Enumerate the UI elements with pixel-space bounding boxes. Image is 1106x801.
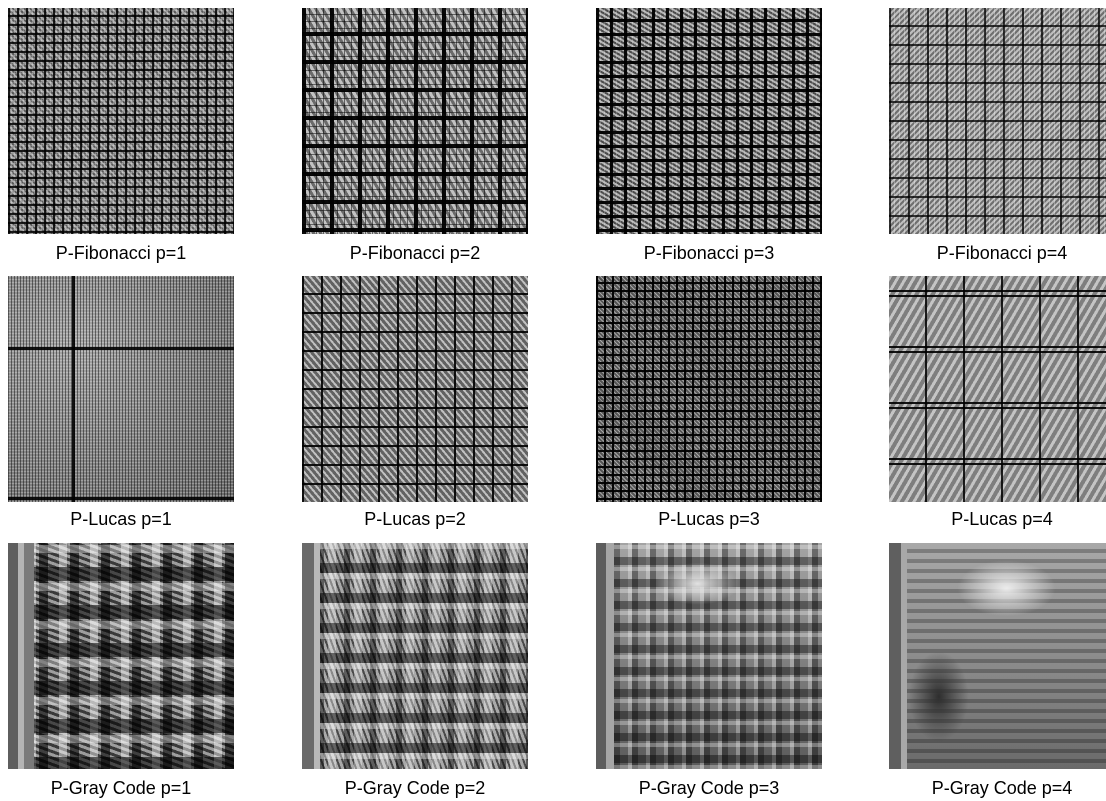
scrambled-image [8,8,234,234]
panel-caption: P-Fibonacci p=4 [879,242,1106,264]
scrambled-image [889,8,1106,234]
scrambled-image [8,543,234,769]
scrambled-image [889,276,1106,502]
scrambled-image [302,276,528,502]
panel-caption: P-Lucas p=4 [879,508,1106,530]
scrambled-image [8,276,234,502]
panel-caption: P-Fibonacci p=2 [292,242,538,264]
panel-caption: P-Gray Code p=3 [586,777,832,799]
panel-caption: P-Lucas p=3 [586,508,832,530]
panel-caption: P-Lucas p=2 [292,508,538,530]
panel-caption: P-Gray Code p=1 [0,777,244,799]
panel-caption: P-Gray Code p=2 [292,777,538,799]
panel-caption: P-Lucas p=1 [0,508,244,530]
scrambled-image [302,8,528,234]
panel-caption: P-Gray Code p=4 [879,777,1106,799]
scrambled-image [596,276,822,502]
scrambled-image [889,543,1106,769]
scrambled-image [596,8,822,234]
panel-caption: P-Fibonacci p=3 [586,242,832,264]
scrambled-image [302,543,528,769]
scrambled-image [596,543,822,769]
panel-caption: P-Fibonacci p=1 [0,242,244,264]
